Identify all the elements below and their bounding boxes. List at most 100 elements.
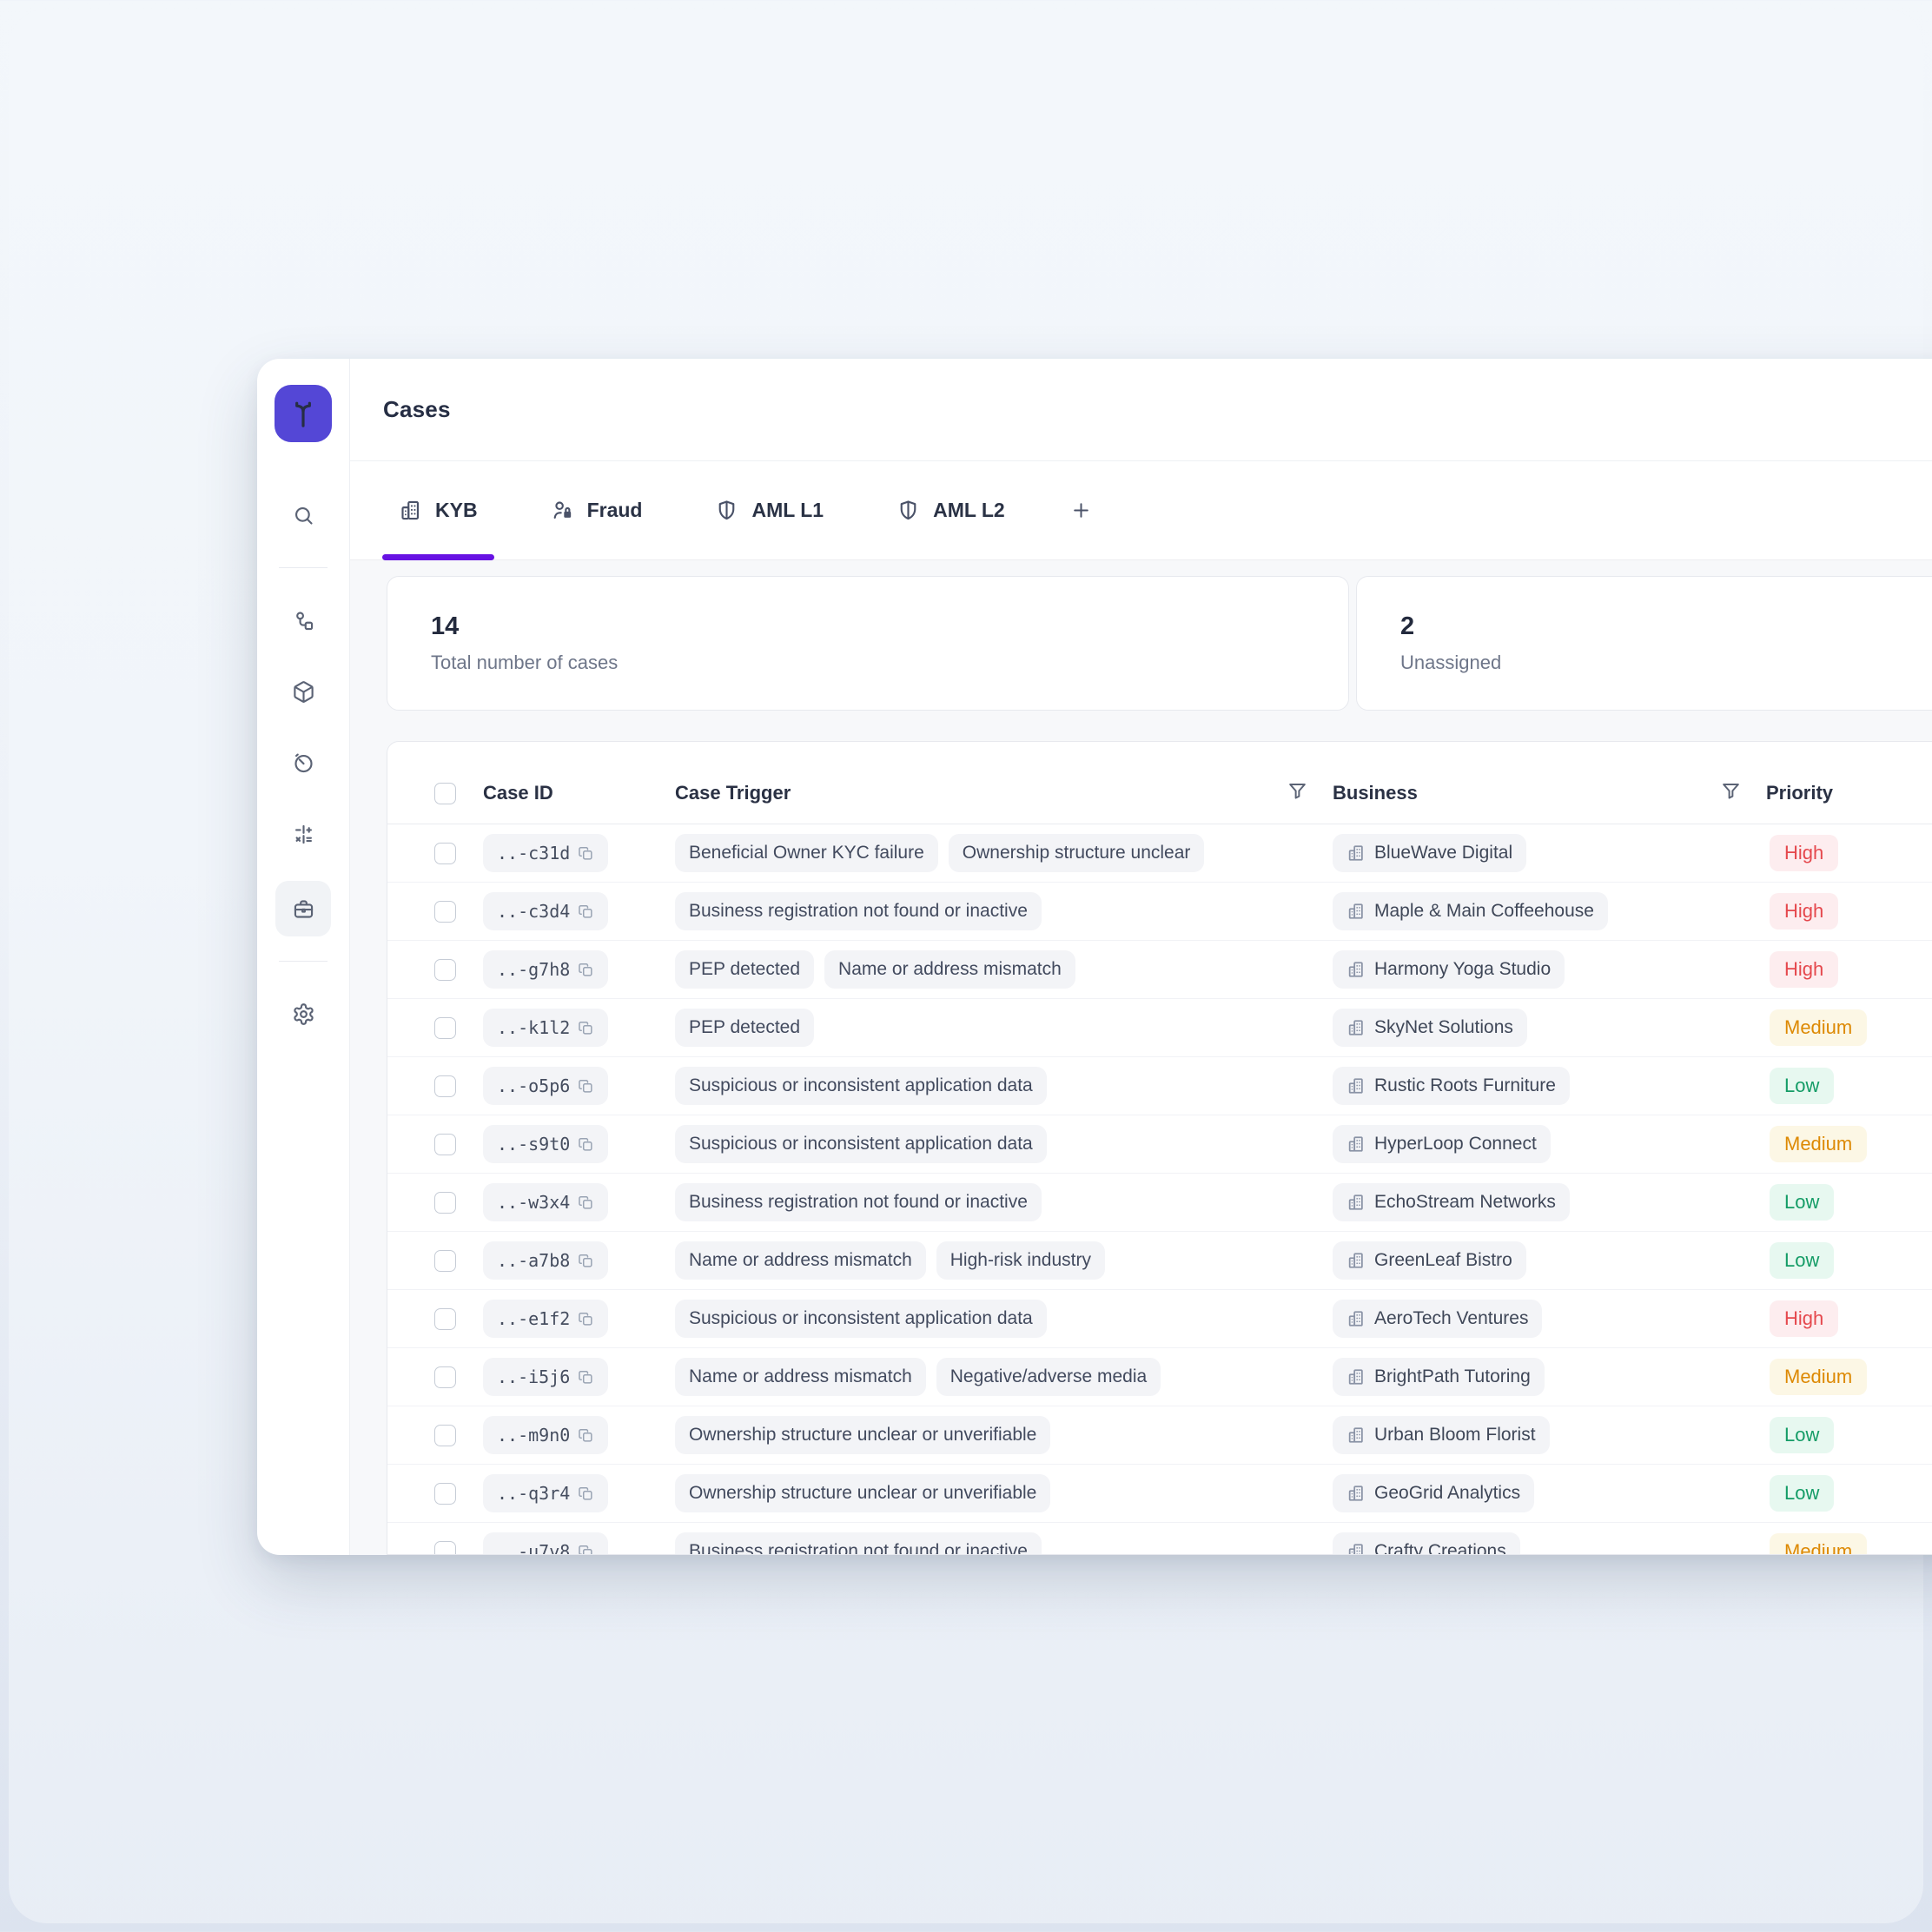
copy-icon[interactable] (578, 1136, 594, 1153)
table-row[interactable]: ..-k1l2 PEP detected SkyNet Solutions Mediu… (387, 999, 1932, 1057)
copy-icon[interactable] (578, 1485, 594, 1502)
row-checkbox[interactable] (434, 1191, 456, 1214)
brand-logo[interactable] (275, 385, 332, 442)
case-id-chip[interactable]: ..-q3r4 (483, 1474, 609, 1512)
row-checkbox[interactable] (434, 1482, 456, 1505)
table-row[interactable]: ..-c3d4 Business registration not found o… (387, 883, 1932, 941)
trigger-chip: PEP detected (675, 950, 815, 989)
copy-icon[interactable] (578, 1078, 594, 1095)
business-chip[interactable]: GeoGrid Analytics (1333, 1474, 1535, 1512)
table-row[interactable]: ..-a7b8 Name or address mismatch High-risk… (387, 1232, 1932, 1290)
copy-icon[interactable] (578, 962, 594, 978)
row-checkbox[interactable] (434, 1307, 456, 1330)
filter-icon[interactable] (1287, 780, 1308, 807)
building-icon (1346, 960, 1366, 979)
copy-icon[interactable] (578, 1194, 594, 1211)
case-id-chip[interactable]: ..-g7h8 (483, 950, 609, 989)
copy-icon[interactable] (578, 903, 594, 920)
business-chip[interactable]: Maple & Main Coffeehouse (1333, 892, 1608, 930)
row-checkbox[interactable] (434, 1249, 456, 1272)
filter-icon[interactable] (1720, 780, 1742, 807)
building-icon (1346, 1018, 1366, 1037)
building-icon (1346, 1309, 1366, 1328)
table-row[interactable]: ..-s9t0 Suspicious or inconsistent applic… (387, 1115, 1932, 1174)
business-chip[interactable]: HyperLoop Connect (1333, 1125, 1551, 1163)
row-checkbox[interactable] (434, 1540, 456, 1554)
copy-icon[interactable] (578, 1311, 594, 1327)
tab-aml-l1[interactable]: AML L1 (698, 461, 840, 559)
table-row[interactable]: ..-c31d Beneficial Owner KYC failure Owner… (387, 824, 1932, 883)
priority-badge: High (1770, 1300, 1839, 1337)
case-id-chip[interactable]: ..-a7b8 (483, 1241, 609, 1280)
business-chip[interactable]: GreenLeaf Bistro (1333, 1241, 1526, 1280)
sidebar-item-decision-logic[interactable] (279, 810, 328, 858)
business-chip[interactable]: AeroTech Ventures (1333, 1300, 1543, 1338)
row-checkbox[interactable] (434, 1016, 456, 1039)
row-checkbox[interactable] (434, 900, 456, 923)
sidebar-item-history[interactable] (279, 738, 328, 787)
table-row[interactable]: ..-m9n0 Ownership structure unclear or un… (387, 1406, 1932, 1465)
business-chip[interactable]: Urban Bloom Florist (1333, 1416, 1550, 1454)
copy-icon[interactable] (578, 1427, 594, 1444)
building-icon (1346, 1484, 1366, 1503)
cases-table: Case ID Case Trigger Business Priority .… (387, 741, 1932, 1555)
copy-icon[interactable] (578, 845, 594, 862)
row-checkbox[interactable] (434, 1133, 456, 1155)
table-row[interactable]: ..-o5p6 Suspicious or inconsistent applic… (387, 1057, 1932, 1115)
column-header-case-trigger[interactable]: Case Trigger (675, 780, 1333, 807)
select-all-checkbox[interactable] (434, 782, 456, 804)
table-row[interactable]: ..-g7h8 PEP detected Name or address misma… (387, 941, 1932, 999)
case-id-chip[interactable]: ..-s9t0 (483, 1125, 609, 1163)
brand-y-icon (295, 401, 311, 427)
case-id: ..-i5j6 (497, 1366, 571, 1387)
sidebar-item-search[interactable] (279, 491, 328, 539)
row-checkbox[interactable] (434, 1366, 456, 1388)
table-row[interactable]: ..-i5j6 Name or address mismatch Negative/… (387, 1348, 1932, 1406)
tab-aml-l2[interactable]: AML L2 (880, 461, 1022, 559)
case-id-chip[interactable]: ..-c31d (483, 834, 609, 872)
copy-icon[interactable] (578, 1544, 594, 1554)
tab-bar: KYB Fraud AML L1 AML L2 (350, 461, 1932, 560)
tab-fraud[interactable]: Fraud (534, 461, 659, 559)
case-id: ..-s9t0 (497, 1134, 571, 1155)
business-name: EchoStream Networks (1374, 1192, 1556, 1212)
row-checkbox[interactable] (434, 1424, 456, 1446)
table-row[interactable]: ..-w3x4 Business registration not found o… (387, 1174, 1932, 1232)
case-id-chip[interactable]: ..-m9n0 (483, 1416, 609, 1454)
sidebar-item-resources[interactable] (279, 667, 328, 716)
stats-row: 14 Total number of cases 2 Unassigned (387, 576, 1932, 711)
column-header-business[interactable]: Business (1333, 780, 1766, 807)
business-chip[interactable]: BrightPath Tutoring (1333, 1358, 1545, 1396)
column-header-priority[interactable]: Priority (1766, 782, 1834, 804)
row-checkbox[interactable] (434, 958, 456, 981)
business-chip[interactable]: BlueWave Digital (1333, 834, 1527, 872)
case-id-chip[interactable]: ..-c3d4 (483, 892, 609, 930)
copy-icon[interactable] (578, 1369, 594, 1386)
business-chip[interactable]: SkyNet Solutions (1333, 1009, 1527, 1047)
case-id: ..-a7b8 (497, 1250, 571, 1271)
case-id-chip[interactable]: ..-o5p6 (483, 1067, 609, 1105)
business-chip[interactable]: Rustic Roots Furniture (1333, 1067, 1570, 1105)
case-id-chip[interactable]: ..-i5j6 (483, 1358, 609, 1396)
copy-icon[interactable] (578, 1253, 594, 1269)
table-row[interactable]: ..-e1f2 Suspicious or inconsistent applic… (387, 1290, 1932, 1348)
row-checkbox[interactable] (434, 1075, 456, 1097)
business-chip[interactable]: EchoStream Networks (1333, 1183, 1570, 1221)
case-id-chip[interactable]: ..-w3x4 (483, 1183, 609, 1221)
case-id-chip[interactable]: ..-k1l2 (483, 1009, 609, 1047)
row-checkbox[interactable] (434, 842, 456, 864)
business-chip[interactable]: Crafty Creations (1333, 1532, 1520, 1554)
case-id-chip[interactable]: ..-e1f2 (483, 1300, 609, 1338)
add-tab-button[interactable] (1062, 461, 1101, 559)
column-header-case-id[interactable]: Case ID (483, 782, 553, 804)
business-chip[interactable]: Harmony Yoga Studio (1333, 950, 1565, 989)
table-row[interactable]: ..-q3r4 Ownership structure unclear or un… (387, 1465, 1932, 1523)
copy-icon[interactable] (578, 1020, 594, 1036)
sidebar-item-workflows[interactable] (279, 596, 328, 645)
tab-kyb[interactable]: KYB (382, 461, 494, 560)
sidebar-item-cases[interactable] (275, 881, 331, 936)
search-icon (294, 506, 313, 525)
sidebar-item-settings[interactable] (279, 989, 328, 1038)
table-row[interactable]: ..-u7v8 Business registration not found o… (387, 1523, 1932, 1554)
case-id-chip[interactable]: ..-u7v8 (483, 1532, 609, 1554)
